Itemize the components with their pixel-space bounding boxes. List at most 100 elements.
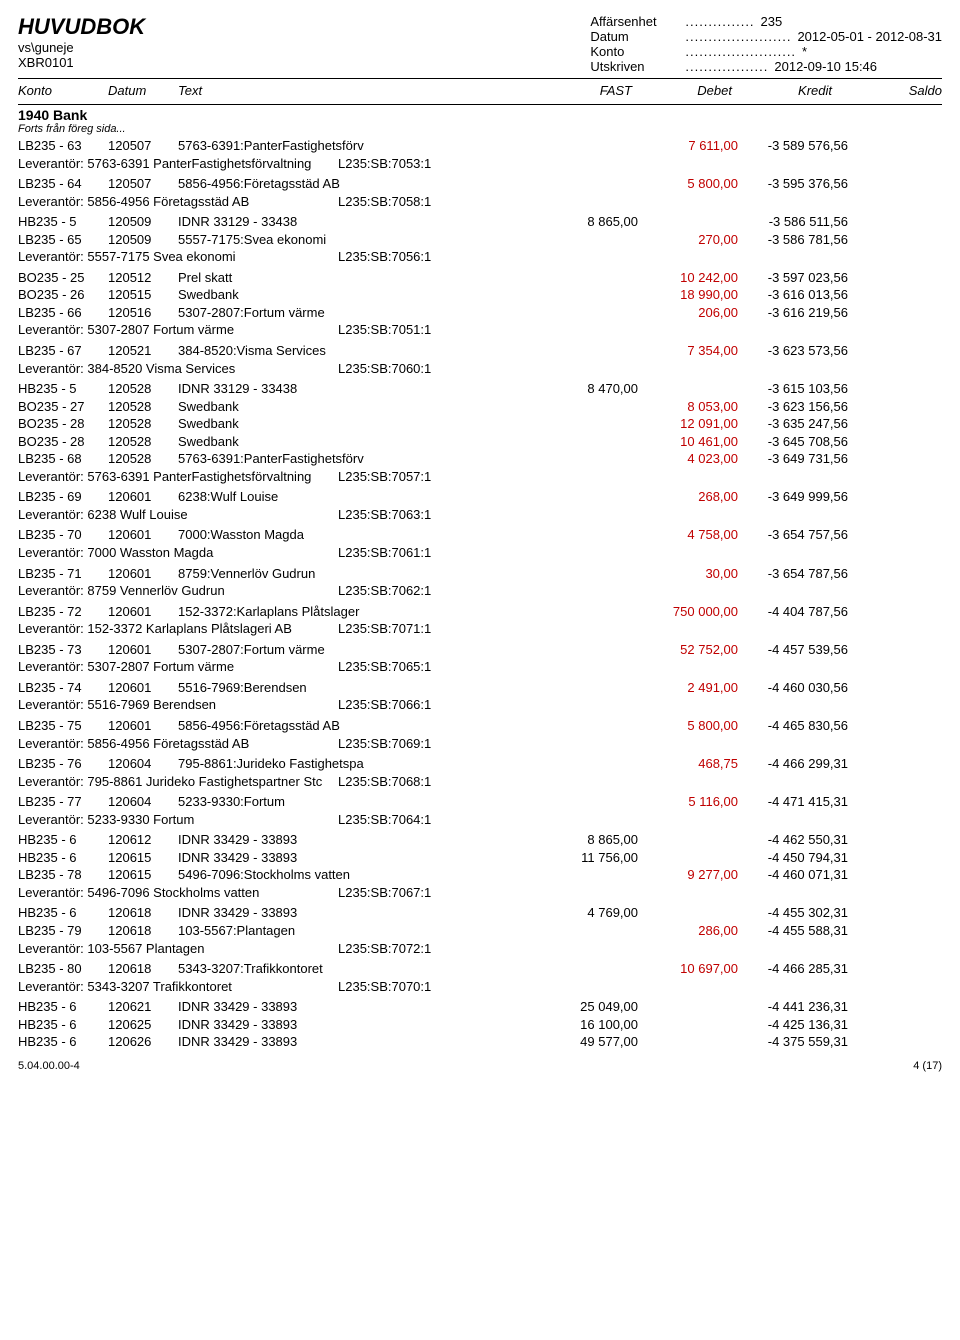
cell-fast [408, 342, 538, 360]
group-footer: Leverantör: 7000 Wasston MagdaL235:SB:70… [18, 544, 942, 562]
cell-saldo: -3 586 781,56 [738, 231, 848, 249]
cell-saldo: -3 597 023,56 [738, 269, 848, 287]
group-footer: Leverantör: 5763-6391 PanterFastighetsfö… [18, 155, 942, 173]
group-footer-left: Leverantör: 5763-6391 PanterFastighetsfö… [18, 468, 338, 486]
cell-datum: 120615 [108, 866, 178, 884]
cell-datum: 120528 [108, 450, 178, 468]
cell-datum: 120528 [108, 433, 178, 451]
cell-text: IDNR 33129 - 33438 [178, 213, 408, 231]
cell-kredit: 8 053,00 [638, 398, 738, 416]
cell-text: 103-5567:Plantagen [178, 922, 408, 940]
cell-konto: LB235 - 77 [18, 793, 108, 811]
cell-konto: LB235 - 72 [18, 603, 108, 621]
cell-saldo: -3 589 576,56 [738, 137, 848, 155]
cell-text: 5307-2807:Fortum värme [178, 641, 408, 659]
cell-fast [408, 641, 538, 659]
cell-kredit: 750 000,00 [638, 603, 738, 621]
cell-konto: LB235 - 74 [18, 679, 108, 697]
row-gap [18, 1051, 942, 1054]
cell-debet [538, 415, 638, 433]
cell-datum: 120625 [108, 1016, 178, 1034]
cell-fast [408, 415, 538, 433]
cell-konto: LB235 - 68 [18, 450, 108, 468]
cell-kredit: 268,00 [638, 488, 738, 506]
cell-debet [538, 231, 638, 249]
group-footer-right: L235:SB:7056:1 [338, 248, 942, 266]
cell-konto: HB235 - 5 [18, 213, 108, 231]
cell-fast [408, 398, 538, 416]
cell-fast [408, 866, 538, 884]
cell-datum: 120601 [108, 717, 178, 735]
group-footer: Leverantör: 5343-3207 TrafikkontoretL235… [18, 978, 942, 996]
cell-text: 795-8861:Jurideko Fastighetspa [178, 755, 408, 773]
cell-saldo: -4 462 550,31 [738, 831, 848, 849]
cell-saldo: -4 466 299,31 [738, 755, 848, 773]
group-footer-right: L235:SB:7068:1 [338, 773, 942, 791]
ledger-row: BO235 - 28120528Swedbank10 461,00-3 645 … [18, 433, 942, 451]
group-footer-left: Leverantör: 5763-6391 PanterFastighetsfö… [18, 155, 338, 173]
group-footer: Leverantör: 5856-4956 Företagsstäd ABL23… [18, 735, 942, 753]
group-footer-left: Leverantör: 5557-7175 Svea ekonomi [18, 248, 338, 266]
cell-debet: 8 865,00 [538, 831, 638, 849]
cell-konto: LB235 - 69 [18, 488, 108, 506]
group-footer-left: Leverantör: 103-5567 Plantagen [18, 940, 338, 958]
cell-fast [408, 679, 538, 697]
group-footer-right: L235:SB:7051:1 [338, 321, 942, 339]
cell-debet [538, 433, 638, 451]
cell-saldo: -3 595 376,56 [738, 175, 848, 193]
cell-text: 5496-7096:Stockholms vatten [178, 866, 408, 884]
report-user: vs\guneje [18, 40, 145, 55]
cell-kredit [638, 998, 738, 1016]
cell-konto: LB235 - 66 [18, 304, 108, 322]
cell-kredit: 52 752,00 [638, 641, 738, 659]
cell-konto: LB235 - 73 [18, 641, 108, 659]
cell-konto: LB235 - 70 [18, 526, 108, 544]
col-kredit: Kredit [732, 83, 832, 98]
cell-datum: 120528 [108, 380, 178, 398]
group-footer-left: Leverantör: 6238 Wulf Louise [18, 506, 338, 524]
cell-text: IDNR 33429 - 33893 [178, 849, 408, 867]
cell-debet [538, 137, 638, 155]
cell-kredit: 4 758,00 [638, 526, 738, 544]
cell-kredit: 4 023,00 [638, 450, 738, 468]
cell-debet [538, 304, 638, 322]
group-footer-right: L235:SB:7058:1 [338, 193, 942, 211]
group-footer-left: Leverantör: 152-3372 Karlaplans Plåtslag… [18, 620, 338, 638]
cell-fast [408, 849, 538, 867]
group-footer-left: Leverantör: 5856-4956 Företagsstäd AB [18, 735, 338, 753]
cell-text: 384-8520:Visma Services [178, 342, 408, 360]
ledger-row: LB235 - 751206015856-4956:Företagsstäd A… [18, 717, 942, 735]
cell-kredit: 286,00 [638, 922, 738, 940]
cell-fast [408, 304, 538, 322]
cell-text: IDNR 33429 - 33893 [178, 1033, 408, 1051]
cell-saldo: -3 645 708,56 [738, 433, 848, 451]
cell-text: Prel skatt [178, 269, 408, 287]
cell-saldo: -3 615 103,56 [738, 380, 848, 398]
cell-text: 8759:Vennerlöv Gudrun [178, 565, 408, 583]
cell-debet [538, 488, 638, 506]
cell-kredit [638, 831, 738, 849]
cell-text: 5763-6391:PanterFastighetsförv [178, 450, 408, 468]
cell-konto: HB235 - 6 [18, 1016, 108, 1034]
group-footer-right: L235:SB:7070:1 [338, 978, 942, 996]
cell-text: 7000:Wasston Magda [178, 526, 408, 544]
cell-fast [408, 175, 538, 193]
ledger-row: LB235 - 771206045233-9330:Fortum5 116,00… [18, 793, 942, 811]
cell-fast [408, 231, 538, 249]
col-saldo: Saldo [832, 83, 942, 98]
ledger-row: LB235 - 801206185343-3207:Trafikkontoret… [18, 960, 942, 978]
cell-saldo: -4 425 136,31 [738, 1016, 848, 1034]
column-headers: Konto Datum Text FAST Debet Kredit Saldo [18, 81, 942, 100]
cell-kredit: 12 091,00 [638, 415, 738, 433]
cell-text: IDNR 33429 - 33893 [178, 904, 408, 922]
cell-fast [408, 488, 538, 506]
cell-saldo: -4 460 030,56 [738, 679, 848, 697]
cell-datum: 120528 [108, 398, 178, 416]
cell-debet [538, 526, 638, 544]
cell-text: IDNR 33429 - 33893 [178, 831, 408, 849]
section-title: 1940 Bank [18, 107, 942, 123]
cell-konto: LB235 - 76 [18, 755, 108, 773]
col-datum: Datum [108, 83, 178, 98]
cell-debet: 11 756,00 [538, 849, 638, 867]
footer-right: 4 (17) [913, 1060, 942, 1072]
